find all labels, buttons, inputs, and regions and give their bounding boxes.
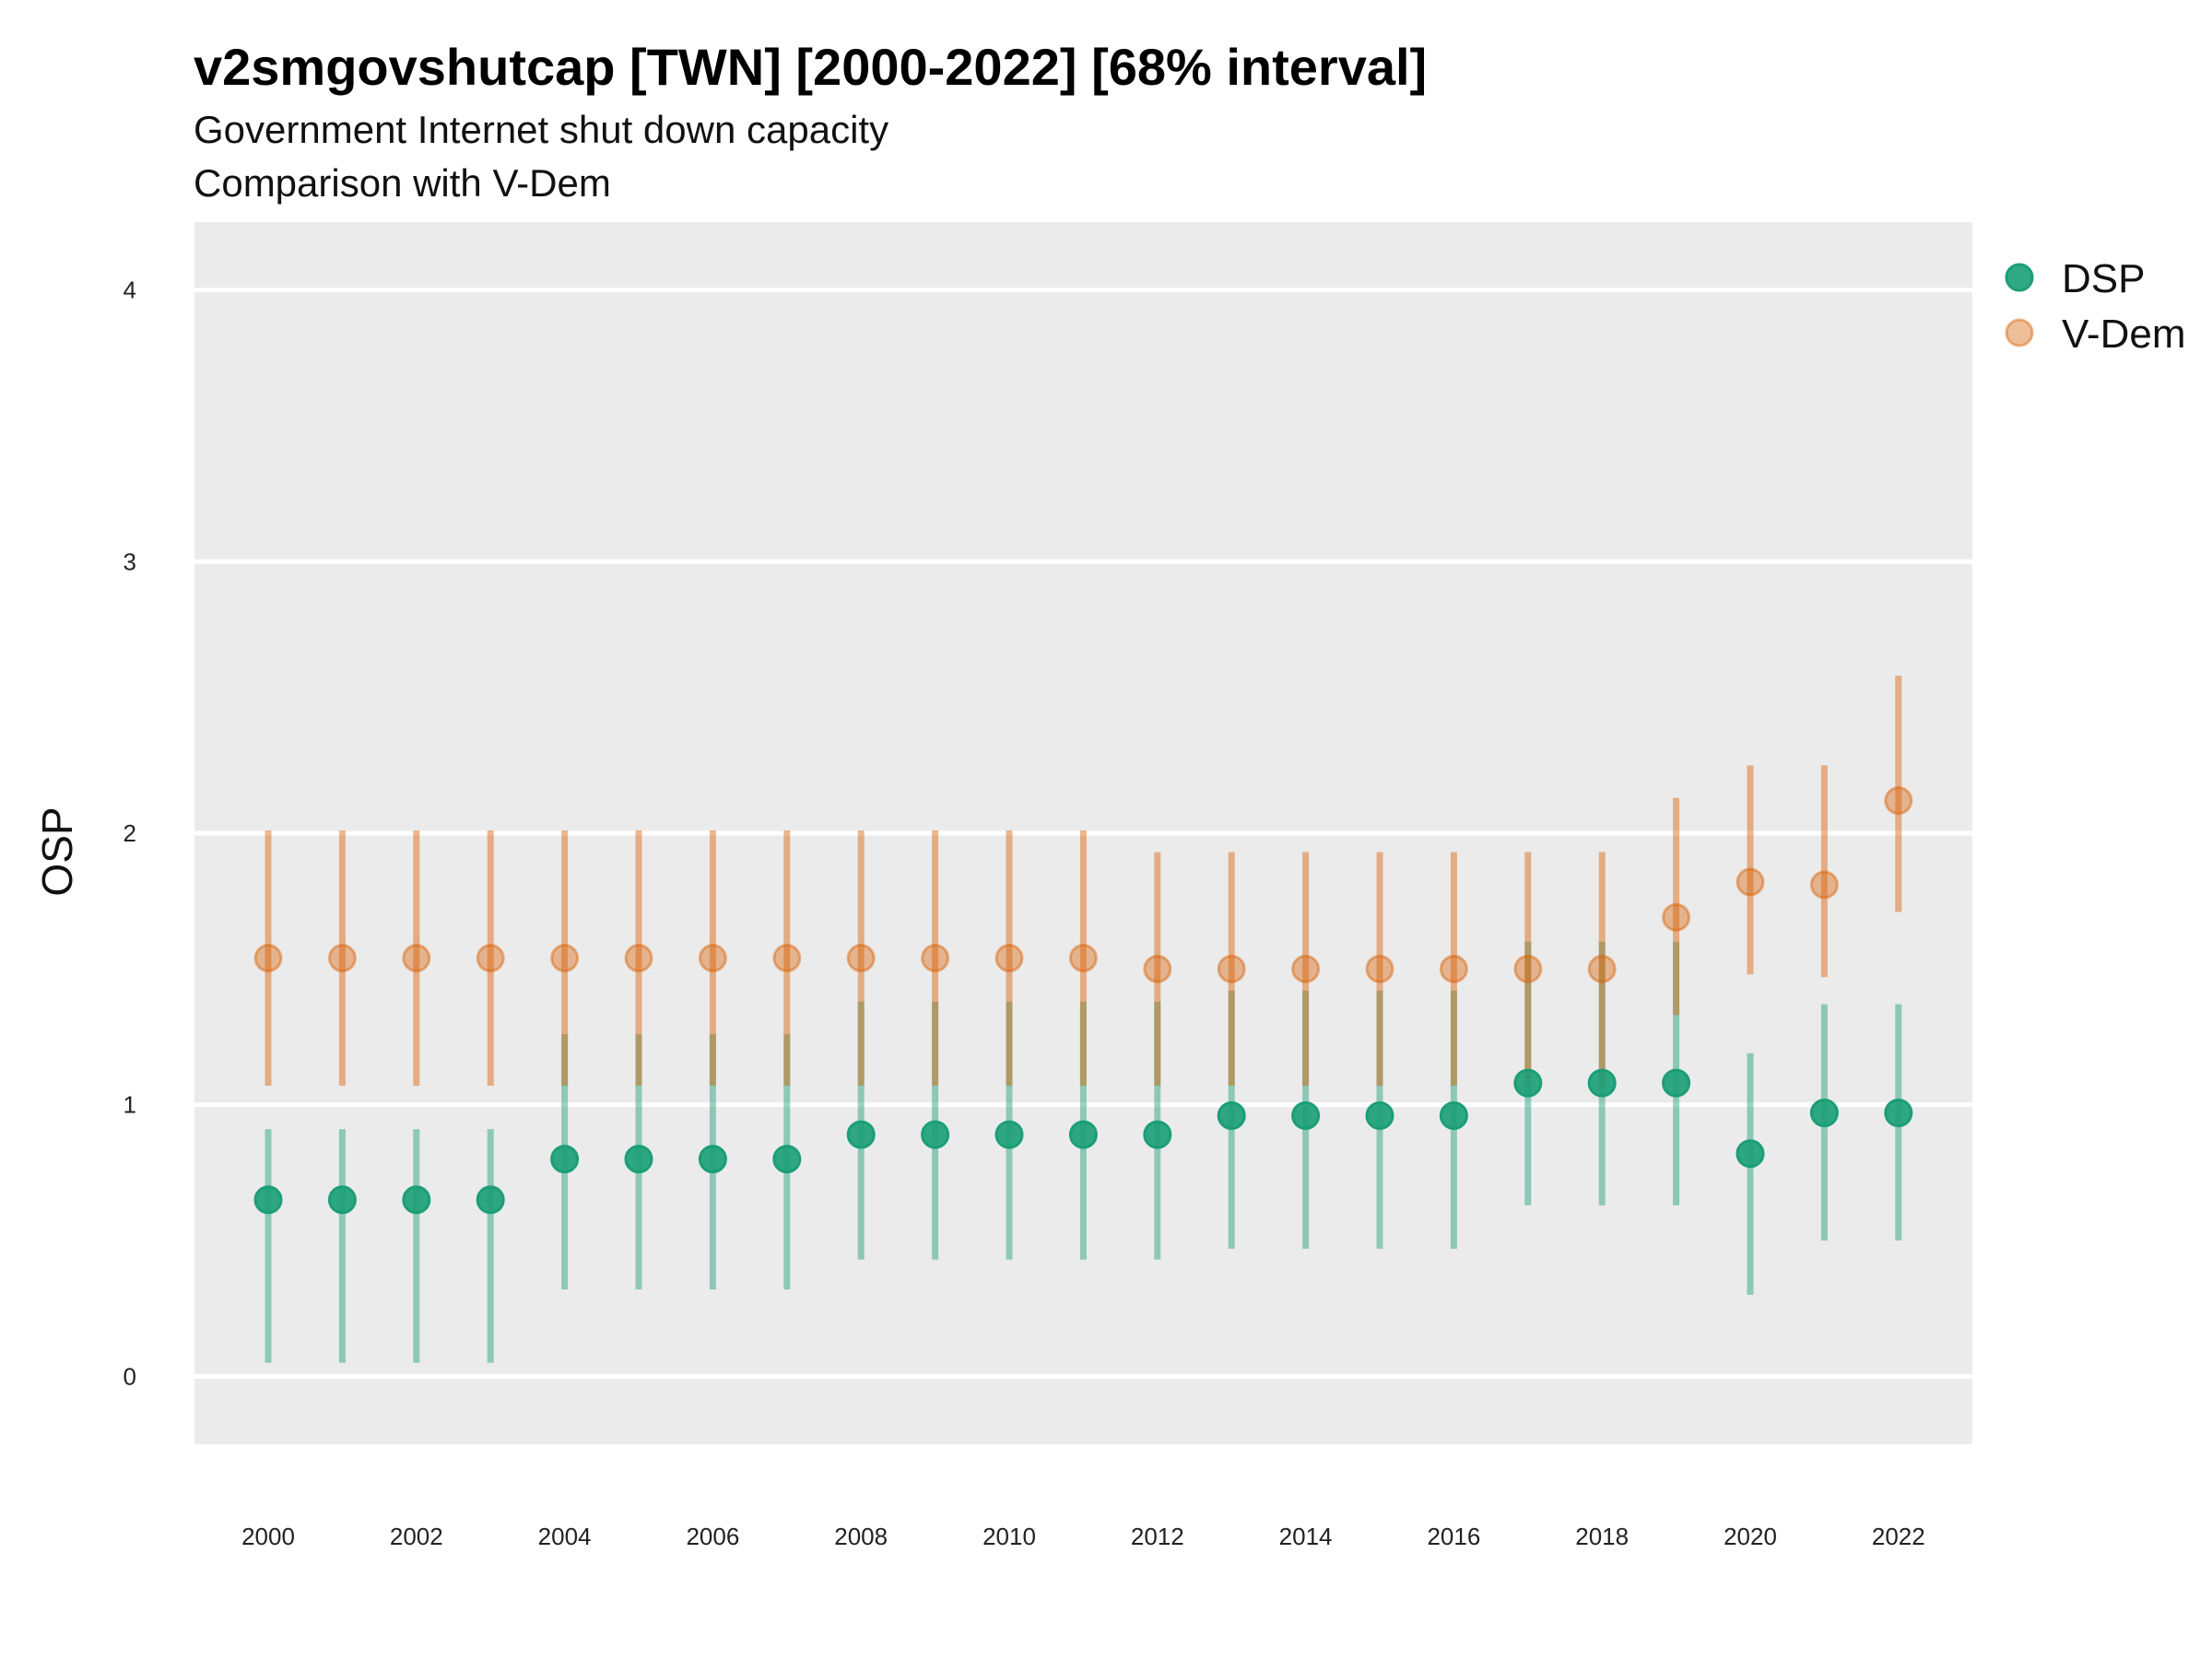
dsp-point-2014 (1291, 1100, 1321, 1130)
v-dem-point-2021 (1809, 870, 1839, 900)
v-dem-point-2020 (1735, 867, 1765, 897)
v-dem-point-2015 (1365, 954, 1394, 983)
x-tick-label: 2000 (241, 1523, 295, 1550)
x-tick-label: 2022 (1872, 1523, 1925, 1550)
x-tick-label: 2004 (538, 1523, 592, 1550)
v-dem-point-2008 (846, 944, 876, 973)
v-dem-point-2009 (921, 944, 950, 973)
dsp-point-2019 (1662, 1068, 1691, 1098)
v-dem-point-2002 (402, 944, 431, 973)
dsp-point-2020 (1735, 1139, 1765, 1169)
y-tick-label: 3 (124, 547, 136, 575)
v-dem-point-2017 (1513, 954, 1543, 983)
x-tick-label: 2008 (834, 1523, 888, 1550)
v-dem-point-2000 (253, 944, 283, 973)
chart-title: v2smgovshutcap [TWN] [2000-2022] [68% in… (194, 38, 1427, 96)
legend-dsp-label: DSP (2062, 256, 2145, 301)
x-tick-label: 2006 (686, 1523, 739, 1550)
y-axis-label: OSP (33, 806, 81, 896)
dsp-point-2017 (1513, 1068, 1543, 1098)
v-dem-point-2019 (1662, 902, 1691, 932)
v-dem-point-2012 (1143, 954, 1172, 983)
dsp-point-2001 (327, 1185, 357, 1215)
chart-subtitle-line2: Comparison with V-Dem (194, 161, 611, 205)
v-dem-point-2010 (994, 944, 1024, 973)
v-dem-point-2014 (1291, 954, 1321, 983)
y-axis-ticks: 0 1 2 3 4 (124, 276, 136, 1391)
grid-lines (194, 288, 1972, 1379)
chart-subtitle-line1: Government Internet shut down capacity (194, 108, 888, 151)
x-tick-label: 2014 (1279, 1523, 1333, 1550)
dsp-point-2021 (1809, 1099, 1839, 1128)
dsp-point-2002 (402, 1185, 431, 1215)
v-dem-point-2016 (1439, 954, 1468, 983)
dsp-point-2013 (1217, 1100, 1246, 1130)
y-tick-label: 1 (124, 1091, 136, 1119)
legend-vdem-marker (2005, 318, 2034, 347)
x-tick-label: 2020 (1724, 1523, 1777, 1550)
dsp-point-2015 (1365, 1100, 1394, 1130)
v-dem-point-2003 (476, 944, 505, 973)
legend-dsp-marker (2005, 263, 2034, 292)
dsp-point-2018 (1587, 1068, 1617, 1098)
y-tick-label: 0 (124, 1362, 136, 1390)
data-points (253, 786, 1913, 1215)
dsp-point-2003 (476, 1185, 505, 1215)
dsp-point-2000 (253, 1185, 283, 1215)
y-tick-label: 2 (124, 819, 136, 847)
dsp-point-2007 (772, 1145, 802, 1174)
dsp-point-2010 (994, 1120, 1024, 1149)
v-dem-point-2007 (772, 944, 802, 973)
v-dem-point-2013 (1217, 954, 1246, 983)
v-dem-point-2011 (1068, 944, 1098, 973)
v-dem-point-2005 (624, 944, 653, 973)
v-dem-point-2022 (1884, 786, 1913, 816)
x-tick-label: 2018 (1575, 1523, 1629, 1550)
x-axis-ticks: 2000 2002 2004 2006 2008 2010 2012 2014 2016 2018… (241, 1523, 1925, 1550)
legend: DSP V-Dem (2005, 256, 2185, 357)
x-tick-label: 2010 (982, 1523, 1036, 1550)
x-tick-label: 2016 (1427, 1523, 1480, 1550)
dsp-point-2022 (1884, 1099, 1913, 1128)
dsp-point-2011 (1068, 1120, 1098, 1149)
dsp-point-2004 (550, 1145, 580, 1174)
v-dem-point-2004 (550, 944, 580, 973)
dsp-point-2009 (921, 1120, 950, 1149)
dsp-point-2016 (1439, 1100, 1468, 1130)
dsp-point-2008 (846, 1120, 876, 1149)
y-tick-label: 4 (124, 276, 136, 304)
x-tick-label: 2002 (390, 1523, 443, 1550)
v-dem-point-2001 (327, 944, 357, 973)
v-dem-point-2018 (1587, 954, 1617, 983)
dsp-point-2012 (1143, 1120, 1172, 1149)
dsp-point-2006 (698, 1145, 727, 1174)
legend-vdem-label: V-Dem (2062, 312, 2185, 357)
x-tick-label: 2012 (1131, 1523, 1184, 1550)
dsp-point-2005 (624, 1145, 653, 1174)
v-dem-point-2006 (698, 944, 727, 973)
